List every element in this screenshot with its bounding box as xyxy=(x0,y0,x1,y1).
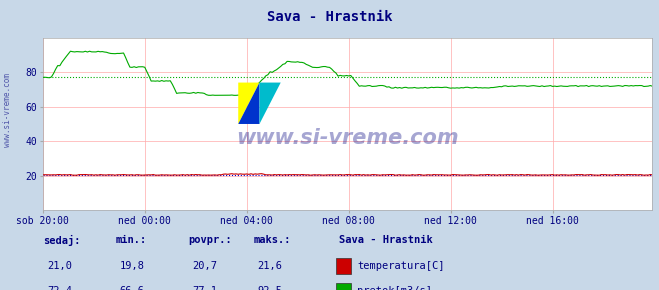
Text: povpr.:: povpr.: xyxy=(188,235,231,245)
Text: maks.:: maks.: xyxy=(254,235,291,245)
Text: 20,7: 20,7 xyxy=(192,261,217,271)
Text: temperatura[C]: temperatura[C] xyxy=(357,261,445,271)
Text: 19,8: 19,8 xyxy=(119,261,144,271)
Text: www.si-vreme.com: www.si-vreme.com xyxy=(237,128,459,148)
Text: 66,6: 66,6 xyxy=(119,286,144,290)
Text: Sava - Hrastnik: Sava - Hrastnik xyxy=(267,10,392,24)
Text: sedaj:: sedaj: xyxy=(43,235,80,246)
Text: min.:: min.: xyxy=(115,235,146,245)
Text: 92,5: 92,5 xyxy=(258,286,283,290)
Polygon shape xyxy=(260,83,281,124)
Polygon shape xyxy=(239,83,260,124)
Text: pretok[m3/s]: pretok[m3/s] xyxy=(357,286,432,290)
Polygon shape xyxy=(239,83,260,124)
Text: 72,4: 72,4 xyxy=(47,286,72,290)
Text: Sava - Hrastnik: Sava - Hrastnik xyxy=(339,235,433,245)
Text: www.si-vreme.com: www.si-vreme.com xyxy=(3,73,13,147)
Text: 77,1: 77,1 xyxy=(192,286,217,290)
Text: 21,0: 21,0 xyxy=(47,261,72,271)
Text: 21,6: 21,6 xyxy=(258,261,283,271)
